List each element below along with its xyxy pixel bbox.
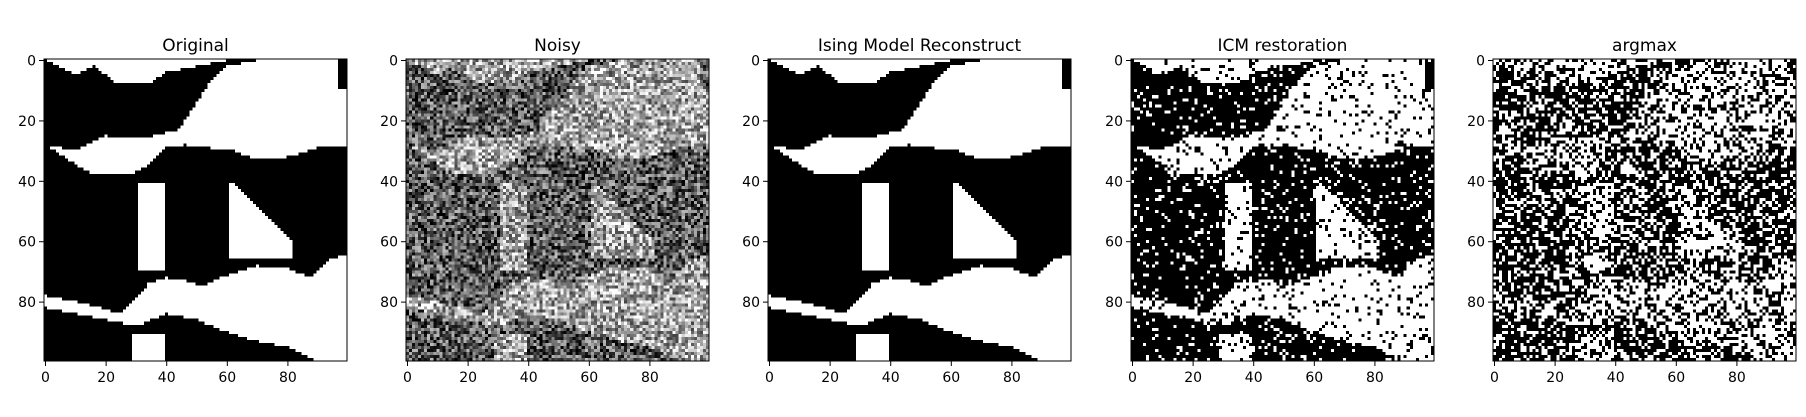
y-tick-label: 20 [1105, 114, 1123, 130]
y-tick-label: 60 [1467, 235, 1485, 251]
x-tick-label: 40 [520, 370, 538, 386]
x-tick-label: 20 [1184, 370, 1202, 386]
y-tick-label: 0 [1476, 54, 1485, 70]
x-tick-label: 60 [1305, 370, 1323, 386]
x-tick-label: 20 [459, 370, 477, 386]
panel-title: Noisy [534, 36, 581, 56]
x-tick-label: 80 [279, 370, 297, 386]
y-tick-label: 0 [27, 54, 36, 70]
y-tick-label: 40 [1105, 174, 1123, 190]
y-tick-label: 40 [742, 174, 760, 190]
axes-frame [1130, 58, 1435, 362]
y-tick-label: 20 [380, 114, 398, 130]
axes-frame [767, 58, 1072, 362]
heatmap-image [406, 59, 709, 361]
y-tick-label: 60 [1105, 235, 1123, 251]
y-tick-label: 40 [1467, 174, 1485, 190]
y-tick-label: 80 [1105, 295, 1123, 311]
x-tick-label: 0 [1490, 370, 1499, 386]
y-tick-label: 20 [18, 114, 36, 130]
panel-title: Original [162, 36, 229, 56]
heatmap-image [44, 59, 347, 361]
y-tick-label: 60 [742, 235, 760, 251]
heatmap-image [1493, 59, 1796, 361]
x-tick-label: 60 [942, 370, 960, 386]
y-tick-label: 20 [742, 114, 760, 130]
y-tick-label: 0 [389, 54, 398, 70]
y-tick-label: 40 [380, 174, 398, 190]
x-tick-label: 20 [1546, 370, 1564, 386]
panel-5: argmax 0 20 40 60 80 0 20 40 60 80 [1467, 36, 1797, 386]
x-tick-label: 40 [1245, 370, 1263, 386]
x-tick-label: 60 [1667, 370, 1685, 386]
y-tick-label: 60 [380, 235, 398, 251]
x-tick-label: 0 [403, 370, 412, 386]
panel-title: Ising Model Reconstruct [818, 36, 1022, 56]
panel-3: Ising Model Reconstruct 0 20 40 60 80 0 20 40 60 8… [742, 36, 1072, 386]
axes-frame [1492, 58, 1797, 362]
heatmap-image [768, 59, 1071, 361]
x-tick-label: 80 [641, 370, 659, 386]
x-tick-label: 60 [580, 370, 598, 386]
x-tick-label: 0 [1128, 370, 1137, 386]
axes-frame [43, 58, 348, 362]
x-tick-label: 40 [158, 370, 176, 386]
y-tick-label: 80 [742, 295, 760, 311]
x-tick-label: 20 [97, 370, 115, 386]
y-tick-label: 80 [1467, 295, 1485, 311]
y-tick-label: 80 [380, 295, 398, 311]
y-tick-label: 60 [18, 235, 36, 251]
y-tick-label: 0 [751, 54, 760, 70]
y-tick-label: 20 [1467, 114, 1485, 130]
x-tick-label: 0 [41, 370, 50, 386]
x-tick-label: 40 [882, 370, 900, 386]
x-tick-label: 20 [821, 370, 839, 386]
x-tick-label: 80 [1003, 370, 1021, 386]
x-tick-label: 40 [1607, 370, 1625, 386]
panel-title: argmax [1612, 36, 1677, 56]
panel-title: ICM restoration [1218, 36, 1348, 56]
y-tick-label: 0 [1114, 54, 1123, 70]
x-tick-label: 80 [1728, 370, 1746, 386]
panel-2: Noisy 0 20 40 60 80 0 20 40 60 80 [380, 36, 710, 386]
y-tick-label: 40 [18, 174, 36, 190]
heatmap-image [1131, 59, 1434, 361]
x-tick-label: 0 [765, 370, 774, 386]
x-tick-label: 80 [1366, 370, 1384, 386]
panel-4: ICM restoration 0 20 40 60 80 0 20 40 60 80 [1105, 36, 1435, 386]
axes-frame [405, 58, 710, 362]
x-tick-label: 60 [218, 370, 236, 386]
y-tick-label: 80 [18, 295, 36, 311]
panel-1: Original 0 20 40 60 80 0 20 40 60 80 [18, 36, 348, 386]
